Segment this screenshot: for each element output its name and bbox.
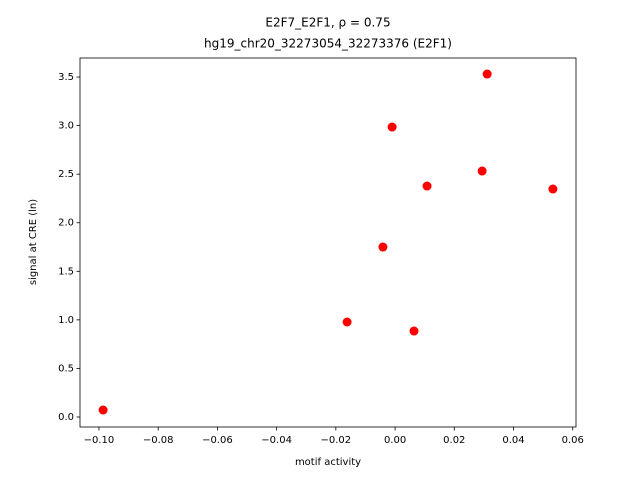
x-tick-label: 0.00 (384, 435, 406, 446)
point (98, 405, 108, 415)
y-tick-label: 1.5 (58, 266, 74, 277)
point (477, 166, 487, 176)
point (409, 326, 419, 336)
point (422, 181, 432, 191)
y-tick-label: 1.0 (58, 315, 74, 326)
x-tick-label: −0.08 (143, 435, 174, 446)
point (548, 184, 558, 194)
plot-area (79, 57, 577, 428)
chart-subtitle: hg19_chr20_32273054_32273376 (E2F1) (204, 37, 452, 51)
x-tick-label: 0.02 (443, 435, 465, 446)
x-tick-label: 0.06 (562, 435, 584, 446)
y-tick-label: 3.0 (58, 121, 74, 132)
x-tick-label: −0.02 (321, 435, 352, 446)
point (342, 317, 352, 327)
y-tick-label: 0.5 (58, 363, 74, 374)
x-axis-label: motif activity (295, 457, 361, 468)
y-tick-label: 2.0 (58, 218, 74, 229)
point (482, 69, 492, 79)
point (378, 242, 388, 252)
y-axis-label: signal at CRE (ln) (28, 199, 39, 285)
x-tick-label: −0.04 (261, 435, 292, 446)
y-tick-label: 2.5 (58, 169, 74, 180)
x-tick-label: −0.10 (84, 435, 115, 446)
x-tick-label: −0.06 (202, 435, 233, 446)
x-tick-label: 0.04 (502, 435, 524, 446)
chart-title: E2F7_E2F1, ρ = 0.75 (265, 16, 390, 30)
y-tick-label: 0.0 (58, 412, 74, 423)
point (387, 122, 397, 132)
y-tick-label: 3.5 (58, 72, 74, 83)
